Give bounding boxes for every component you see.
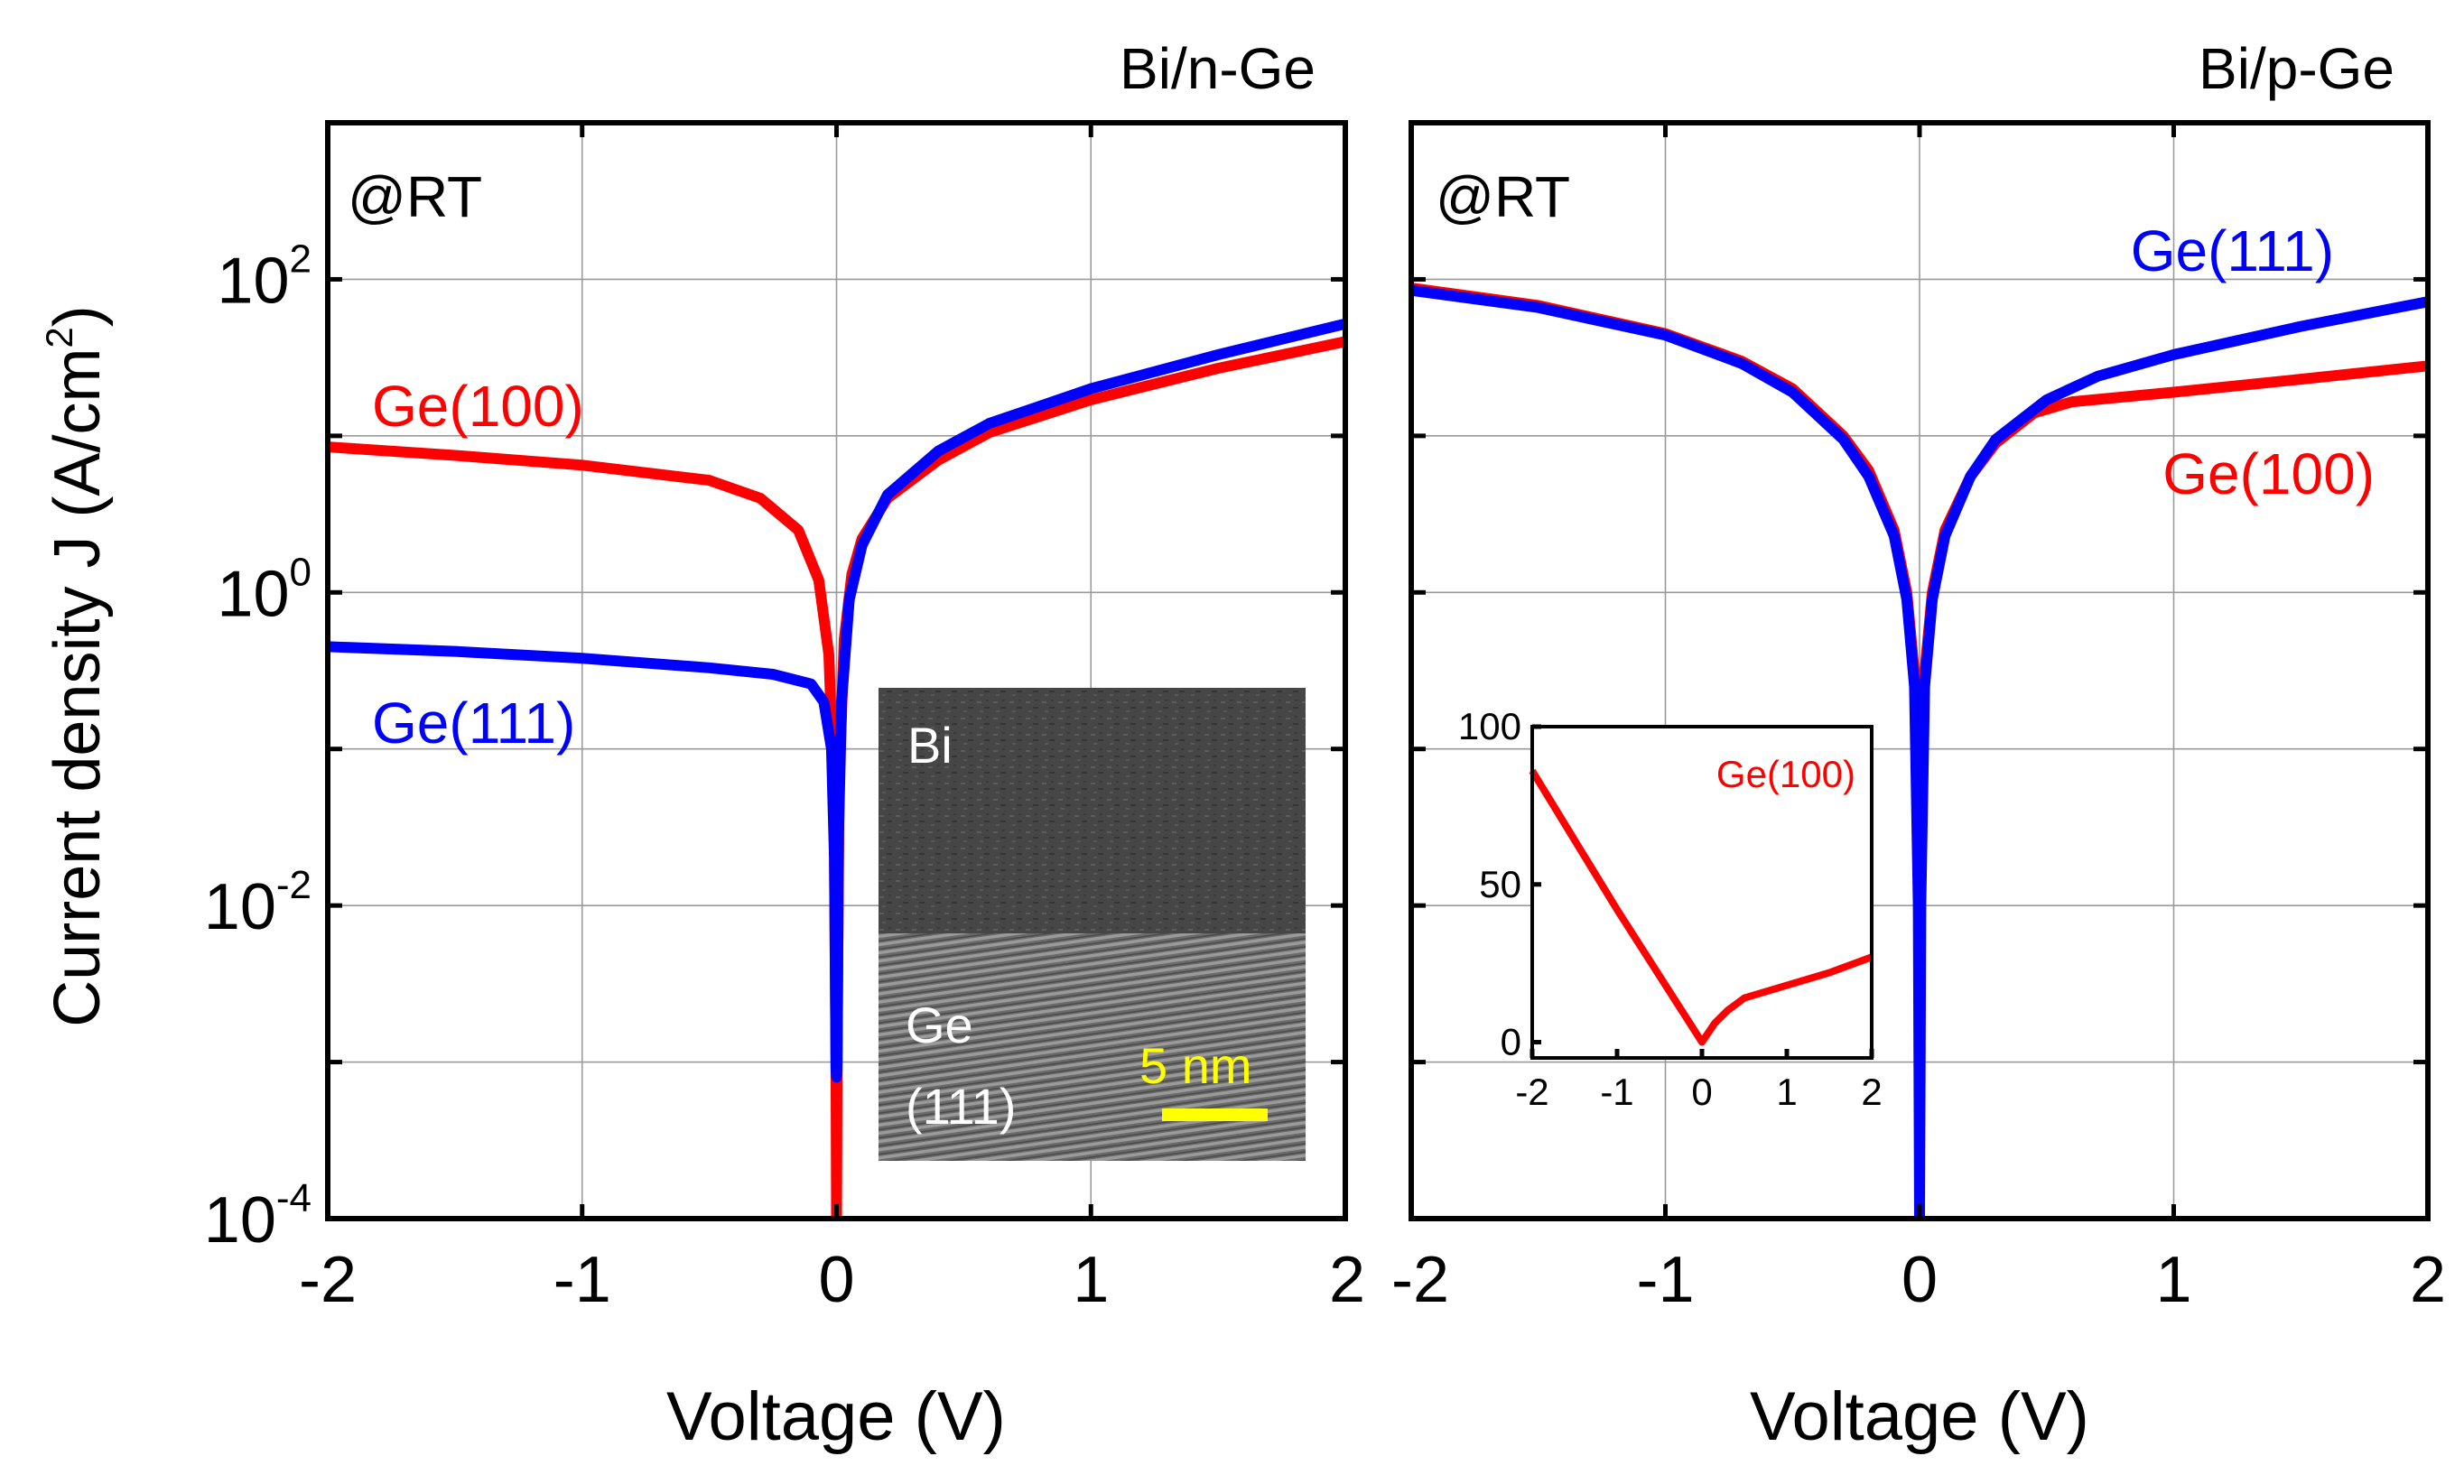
left-x-tick-label: 1	[1073, 1244, 1109, 1316]
right-panel: -2 -1 0 1 2 0 50 100 Ge(100) -2 -1 0 1 2 Bi/p-Ge @R…	[1391, 36, 2446, 1455]
right-annotation-rt: @RT	[1436, 164, 1570, 229]
tem-label-ge: Ge	[906, 997, 973, 1053]
linear-inset-chart: -2 -1 0 1 2 0 50 100 Ge(100)	[1458, 705, 1883, 1113]
tem-ge-region	[879, 933, 1306, 1161]
right-series-label-ge111: Ge(111)	[2131, 218, 2334, 283]
left-series-ge111	[328, 318, 1345, 1083]
inset-series-label: Ge(100)	[1716, 753, 1855, 795]
tem-label-111: (111)	[906, 1078, 1016, 1135]
right-series-ge111	[1411, 284, 2428, 1219]
left-x-axis-title: Voltage (V)	[666, 1378, 1006, 1455]
y-axis-title-main: Current density J (A/cm	[42, 348, 114, 1027]
y-tick-label-exponent: -4	[276, 1176, 311, 1220]
y-tick-label: 100	[217, 550, 311, 630]
left-x-tick-label: 2	[1329, 1244, 1365, 1316]
left-series-label-ge100: Ge(100)	[372, 374, 584, 439]
right-x-tick-label: 1	[2155, 1244, 2191, 1316]
right-x-tick-label: 0	[1901, 1244, 1938, 1316]
left-series-lines	[328, 318, 1345, 1219]
inset-y-tick-label: 50	[1479, 863, 1521, 905]
inset-x-tick-label: -1	[1600, 1071, 1633, 1113]
right-x-tick-label: -1	[1636, 1244, 1694, 1316]
left-x-tick-label: 0	[818, 1244, 854, 1316]
tem-bi-region	[879, 688, 1306, 933]
y-tick-label-exponent: 0	[290, 550, 311, 594]
right-x-tick-label: 2	[2410, 1244, 2446, 1316]
right-x-tick-label: -2	[1391, 1244, 1449, 1316]
left-x-tick-label: -1	[553, 1244, 611, 1316]
scale-bar	[1162, 1108, 1268, 1121]
right-series-lines	[1411, 283, 2428, 1219]
y-tick-label: 10-4	[204, 1176, 311, 1257]
y-tick-label-base: 10	[217, 245, 289, 317]
y-tick-label-base: 10	[217, 558, 289, 630]
left-panel-title: Bi/n-Ge	[1120, 36, 1316, 101]
y-axis-title-end: )	[42, 305, 114, 327]
y-tick-label-base: 10	[204, 871, 276, 943]
inset-x-tick-label: 2	[1861, 1071, 1882, 1113]
right-ticks: -2 -1 0 1 2	[1391, 123, 2446, 1316]
y-tick-label: 102	[217, 237, 311, 317]
inset-y-tick-label: 0	[1501, 1021, 1521, 1063]
left-series-label-ge111: Ge(111)	[372, 691, 575, 756]
left-annotation-rt: @RT	[348, 164, 482, 229]
inset-y-tick-label: 100	[1458, 705, 1521, 747]
inset-series-line	[1529, 768, 1874, 1046]
y-tick-label-exponent: -2	[276, 863, 311, 907]
inset-x-tick-label: 0	[1691, 1071, 1712, 1113]
inset-ticks: -2 -1 0 1 2 0 50 100	[1458, 705, 1883, 1113]
left-x-tick-label: -2	[299, 1244, 357, 1316]
tem-inset-image: Bi Ge (111) 5 nm	[879, 688, 1306, 1161]
y-tick-label-base: 10	[204, 1184, 276, 1257]
inset-background	[1532, 727, 1872, 1058]
inset-x-tick-label: 1	[1776, 1071, 1797, 1113]
y-axis-title-sup: 2	[38, 327, 80, 348]
y-tick-label: 10-2	[204, 863, 311, 943]
tem-label-bi: Bi	[907, 717, 953, 774]
right-series-label-ge100: Ge(100)	[2162, 441, 2375, 506]
left-series-ge100	[328, 336, 1345, 1219]
inset-series-ge100	[1529, 768, 1874, 1046]
scale-bar-label: 5 nm	[1139, 1037, 1252, 1094]
y-axis-title: Current density J (A/cm2)	[38, 305, 114, 1027]
right-x-axis-title: Voltage (V)	[1750, 1378, 2089, 1455]
y-tick-label-exponent: 2	[290, 237, 311, 281]
inset-x-tick-label: -2	[1515, 1071, 1548, 1113]
right-panel-title: Bi/p-Ge	[2199, 36, 2394, 101]
